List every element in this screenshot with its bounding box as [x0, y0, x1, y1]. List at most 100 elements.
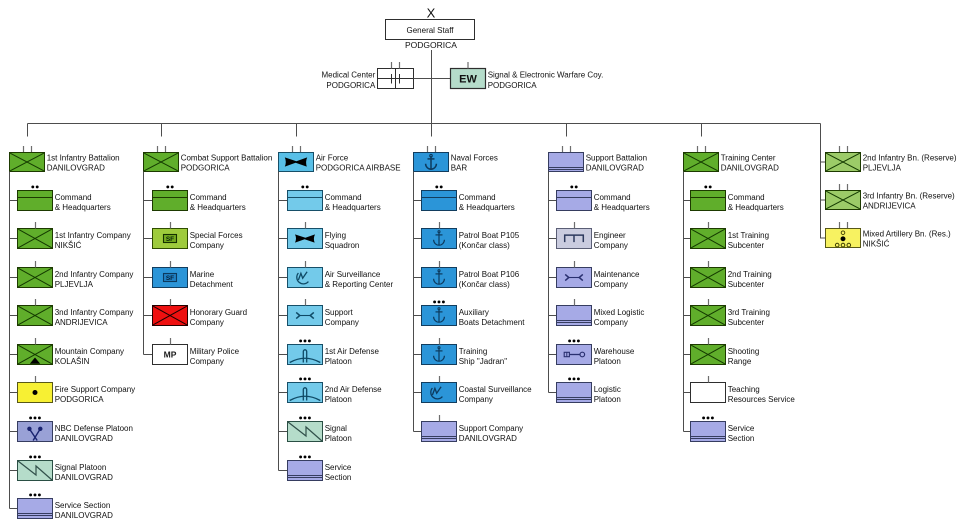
svg-text:NIKŠIĆ: NIKŠIĆ	[55, 241, 82, 250]
svg-text:& Headquarters: & Headquarters	[459, 203, 515, 212]
svg-text:General Staff: General Staff	[407, 26, 455, 35]
svg-text:Logistic: Logistic	[594, 385, 621, 394]
svg-text:Command: Command	[325, 193, 362, 202]
svg-text:Service: Service	[728, 424, 755, 433]
svg-text:Military Police: Military Police	[190, 347, 240, 356]
svg-text:Command: Command	[728, 193, 765, 202]
svg-text:PODGORICA: PODGORICA	[181, 164, 231, 173]
svg-text:& Headquarters: & Headquarters	[325, 203, 381, 212]
svg-text:Signal & Electronic Warfare Co: Signal & Electronic Warfare Coy.	[488, 71, 604, 80]
svg-text:Company: Company	[325, 318, 359, 327]
svg-text:Maintenance: Maintenance	[594, 270, 640, 279]
svg-text:X: X	[427, 6, 436, 21]
svg-text:Coastal Surveillance: Coastal Surveillance	[459, 385, 532, 394]
svg-text:Resources Service: Resources Service	[728, 395, 796, 404]
svg-text:Air Force: Air Force	[316, 153, 349, 162]
svg-text:& Headquarters: & Headquarters	[594, 203, 650, 212]
svg-text:DANILOVGRAD: DANILOVGRAD	[721, 164, 779, 173]
svg-text:PLJEVLJA: PLJEVLJA	[55, 280, 94, 289]
svg-text:1st Air Defense: 1st Air Defense	[325, 347, 380, 356]
svg-text:2nd Infantry Company: 2nd Infantry Company	[55, 270, 134, 279]
svg-text:Subcenter: Subcenter	[728, 318, 765, 327]
svg-text:PLJEVLJA: PLJEVLJA	[863, 164, 902, 173]
svg-text:1st Infantry Company: 1st Infantry Company	[55, 231, 131, 240]
svg-text:PODGORICA: PODGORICA	[488, 81, 538, 90]
svg-text:Medical Center: Medical Center	[321, 71, 375, 80]
svg-text:BAR: BAR	[451, 164, 468, 173]
svg-text:Company: Company	[459, 395, 493, 404]
svg-text:Company: Company	[190, 318, 224, 327]
svg-text:Platoon: Platoon	[325, 395, 352, 404]
svg-text:2nd Air Defense: 2nd Air Defense	[325, 385, 382, 394]
svg-text:& Headquarters: & Headquarters	[728, 203, 784, 212]
svg-text:EW: EW	[459, 73, 477, 85]
svg-text:Training: Training	[459, 347, 488, 356]
svg-text:Mixed Logistic: Mixed Logistic	[594, 308, 645, 317]
svg-text:(Končar class): (Končar class)	[459, 241, 510, 250]
svg-text:2nd Training: 2nd Training	[728, 270, 772, 279]
svg-text:& Reporting Center: & Reporting Center	[325, 280, 394, 289]
svg-text:KOLAŠIN: KOLAŠIN	[55, 357, 90, 366]
svg-text:Command: Command	[459, 193, 496, 202]
svg-text:PODGORICA: PODGORICA	[55, 395, 105, 404]
svg-text:Air Surveillance: Air Surveillance	[325, 270, 381, 279]
svg-text:Support: Support	[325, 308, 354, 317]
svg-text:Company: Company	[594, 241, 628, 250]
svg-text:Platoon: Platoon	[594, 357, 621, 366]
svg-text:3rd Training: 3rd Training	[728, 308, 770, 317]
svg-text:DANILOVGRAD: DANILOVGRAD	[586, 164, 644, 173]
svg-text:PODGORICA: PODGORICA	[405, 40, 457, 50]
svg-text:Command: Command	[55, 193, 92, 202]
svg-text:(Končar class): (Končar class)	[459, 280, 510, 289]
svg-text:2nd Infantry Bn. (Reserve): 2nd Infantry Bn. (Reserve)	[863, 153, 957, 162]
svg-text:SF: SF	[166, 275, 174, 282]
svg-text:Honorary Guard: Honorary Guard	[190, 308, 247, 317]
svg-text:Teaching: Teaching	[728, 385, 760, 394]
svg-text:MP: MP	[164, 350, 177, 360]
svg-text:Company: Company	[594, 280, 628, 289]
svg-text:Service: Service	[325, 463, 352, 472]
svg-text:& Headquarters: & Headquarters	[55, 203, 111, 212]
svg-text:Ship "Jadran": Ship "Jadran"	[459, 357, 508, 366]
svg-text:NBC Defense Platoon: NBC Defense Platoon	[55, 424, 133, 433]
svg-text:Special Forces: Special Forces	[190, 231, 243, 240]
svg-text:Platoon: Platoon	[325, 434, 352, 443]
svg-text:Patrol Boat P106: Patrol Boat P106	[459, 270, 520, 279]
svg-text:Company: Company	[190, 357, 224, 366]
svg-text:Engineer: Engineer	[594, 231, 626, 240]
svg-text:Detachment: Detachment	[190, 280, 234, 289]
svg-text:& Headquarters: & Headquarters	[190, 203, 246, 212]
svg-text:Signal Platoon: Signal Platoon	[55, 463, 107, 472]
svg-text:Naval Forces: Naval Forces	[451, 153, 498, 162]
svg-text:Fire Support Company: Fire Support Company	[55, 385, 135, 394]
svg-text:Support Company: Support Company	[459, 424, 523, 433]
svg-text:3nd Infantry Company: 3nd Infantry Company	[55, 308, 134, 317]
svg-text:Company: Company	[190, 241, 224, 250]
svg-text:DANILOVGRAD: DANILOVGRAD	[55, 511, 113, 520]
svg-text:Section: Section	[325, 473, 352, 482]
svg-text:1st Training: 1st Training	[728, 231, 769, 240]
svg-text:Mixed Artillery Bn. (Res.): Mixed Artillery Bn. (Res.)	[863, 229, 951, 238]
svg-text:Marine: Marine	[190, 270, 215, 279]
svg-text:ANDRIJEVICA: ANDRIJEVICA	[55, 318, 109, 327]
svg-text:Boats Detachment: Boats Detachment	[459, 318, 526, 327]
svg-text:Patrol Boat P105: Patrol Boat P105	[459, 231, 520, 240]
svg-text:Service Section: Service Section	[55, 501, 111, 510]
svg-text:Shooting: Shooting	[728, 347, 760, 356]
svg-text:1st Infantry Battalion: 1st Infantry Battalion	[47, 153, 120, 162]
svg-text:Warehouse: Warehouse	[594, 347, 635, 356]
svg-text:ANDRIJEVICA: ANDRIJEVICA	[863, 202, 917, 211]
svg-text:Platoon: Platoon	[594, 395, 621, 404]
svg-text:Platoon: Platoon	[325, 357, 352, 366]
svg-text:DANILOVGRAD: DANILOVGRAD	[55, 473, 113, 482]
svg-text:Signal: Signal	[325, 424, 347, 433]
svg-text:PODGORICA: PODGORICA	[326, 81, 376, 90]
svg-text:Company: Company	[594, 318, 628, 327]
svg-text:Subcenter: Subcenter	[728, 241, 765, 250]
svg-text:Mountain Company: Mountain Company	[55, 347, 124, 356]
svg-text:Auxiliary: Auxiliary	[459, 308, 489, 317]
svg-text:Command: Command	[594, 193, 631, 202]
svg-text:3rd Infantry Bn. (Reserve): 3rd Infantry Bn. (Reserve)	[863, 191, 955, 200]
svg-text:Section: Section	[728, 434, 755, 443]
svg-text:PODGORICA AIRBASE: PODGORICA AIRBASE	[316, 164, 401, 173]
